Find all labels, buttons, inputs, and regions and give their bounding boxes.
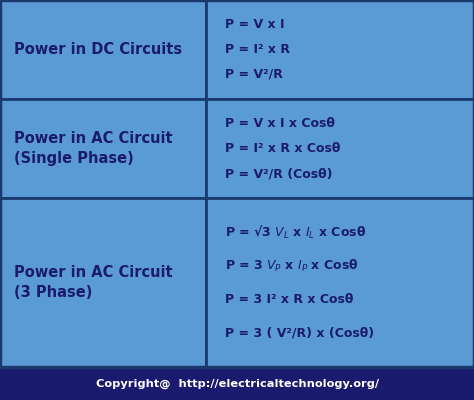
Text: Copyright@  http://electricaltechnology.org/: Copyright@ http://electricaltechnology.o… <box>95 378 379 389</box>
Text: P = V²/R (Cosθ): P = V²/R (Cosθ) <box>225 167 333 180</box>
Text: P = 3 I² x R x Cosθ: P = 3 I² x R x Cosθ <box>225 293 354 306</box>
Text: P = I² x R: P = I² x R <box>225 43 290 56</box>
Text: Power in DC Circuits: Power in DC Circuits <box>14 42 182 57</box>
Bar <box>0 367 474 400</box>
Text: P = 3 ( V²/R) x (Cosθ): P = 3 ( V²/R) x (Cosθ) <box>225 327 374 340</box>
Text: Power in AC Circuit
(Single Phase): Power in AC Circuit (Single Phase) <box>14 131 173 166</box>
Bar <box>206 0 474 99</box>
Text: P = √3 $V_L$ x $I_L$ x Cosθ: P = √3 $V_L$ x $I_L$ x Cosθ <box>225 224 366 241</box>
Text: P = V²/R: P = V²/R <box>225 68 283 81</box>
Text: P = V x I x Cosθ: P = V x I x Cosθ <box>225 118 335 130</box>
Bar <box>0 198 206 367</box>
Bar <box>0 0 206 99</box>
Bar <box>206 99 474 198</box>
Bar <box>0 99 206 198</box>
Text: P = V x I: P = V x I <box>225 18 285 31</box>
Text: Power in AC Circuit
(3 Phase): Power in AC Circuit (3 Phase) <box>14 265 173 300</box>
Text: P = 3 $V_P$ x $I_P$ x Cosθ: P = 3 $V_P$ x $I_P$ x Cosθ <box>225 258 359 274</box>
Bar <box>206 198 474 367</box>
Text: P = I² x R x Cosθ: P = I² x R x Cosθ <box>225 142 340 155</box>
